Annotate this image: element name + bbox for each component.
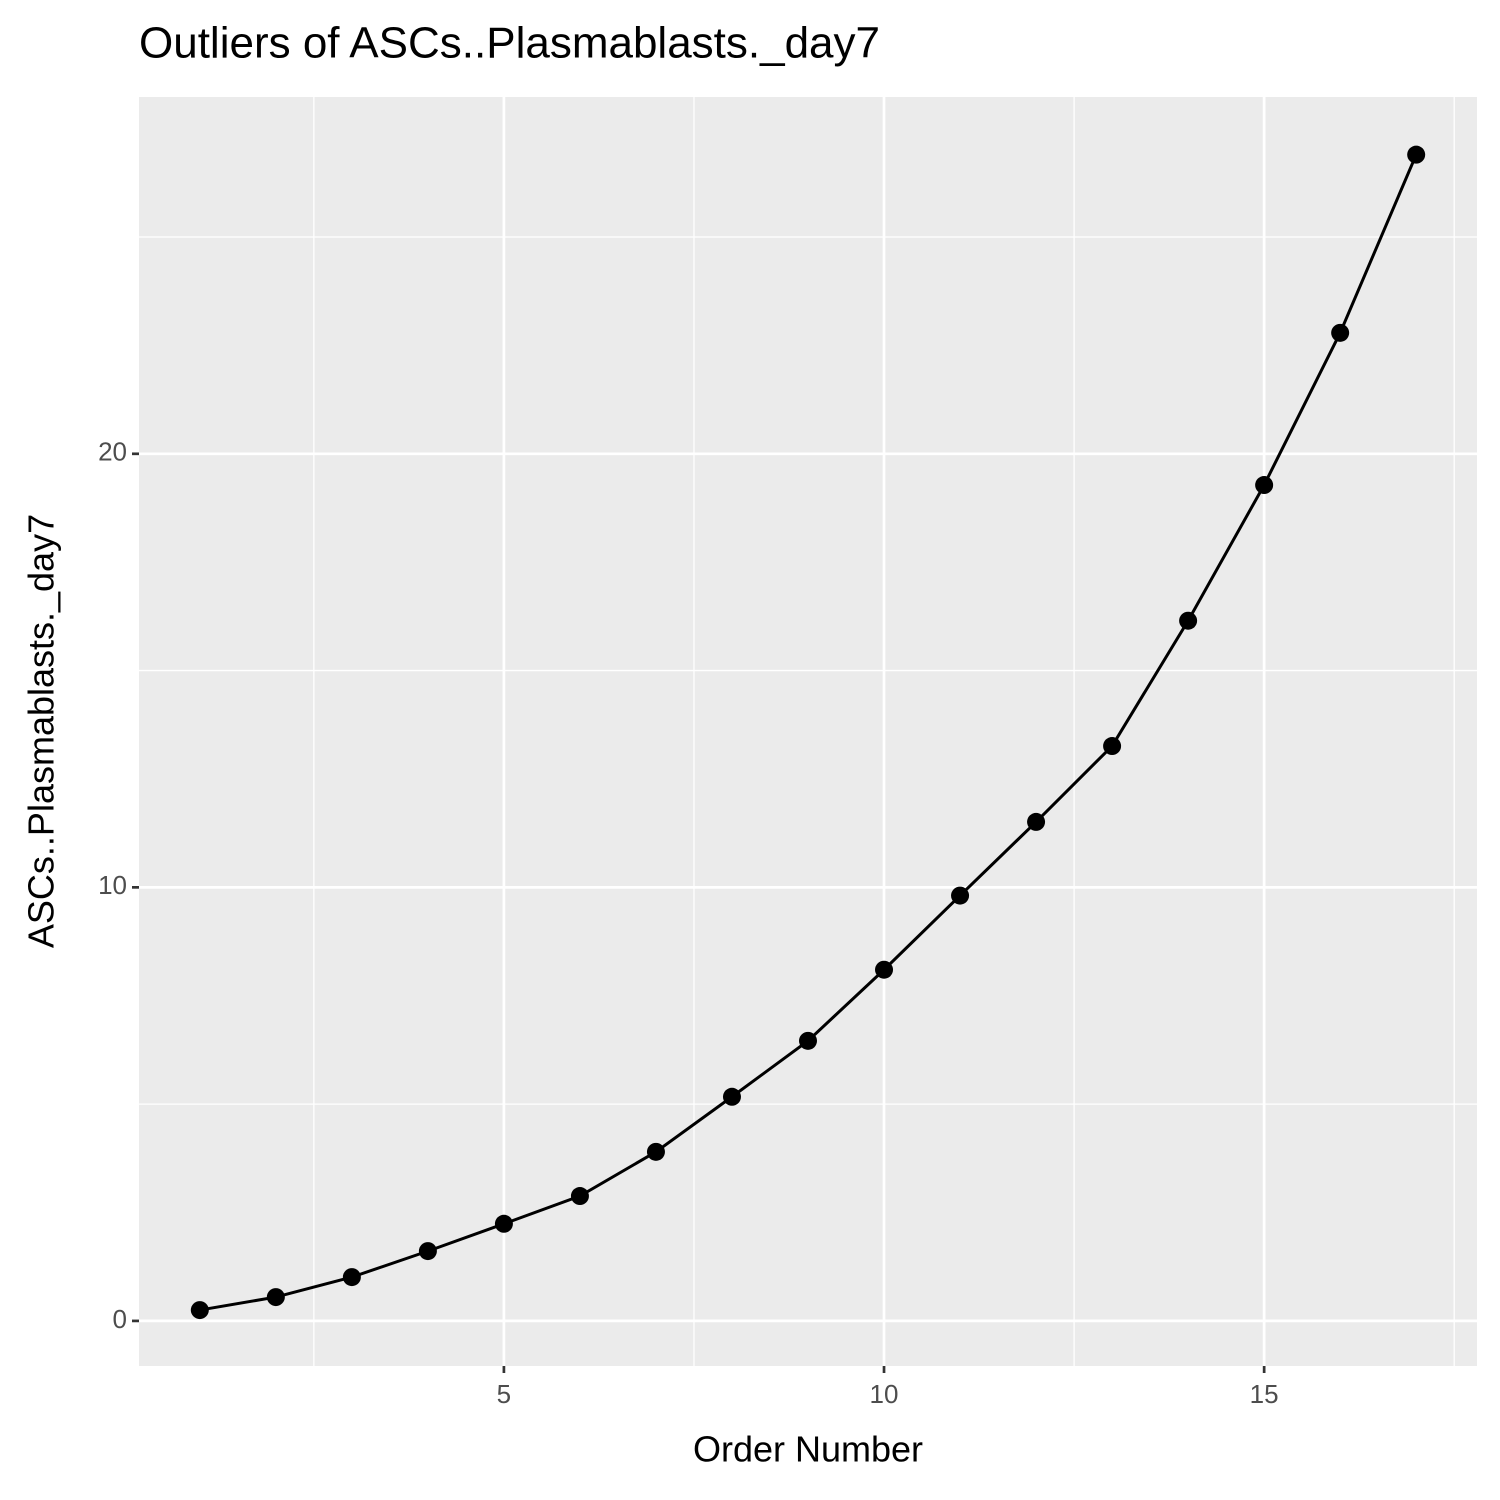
x-axis-label: Order Number <box>693 1429 923 1470</box>
point <box>646 1142 665 1161</box>
panel <box>139 97 1477 1366</box>
x-tick-label: 5 <box>497 1379 511 1409</box>
point <box>342 1268 361 1287</box>
x-tick-label: 15 <box>1250 1379 1279 1409</box>
x-tick-label: 10 <box>870 1379 899 1409</box>
point <box>494 1214 513 1233</box>
point <box>1179 611 1198 630</box>
point <box>1027 812 1046 831</box>
y-tick-label: 0 <box>113 1304 127 1334</box>
point <box>190 1301 209 1320</box>
y-tick-label: 10 <box>98 870 127 900</box>
point <box>799 1031 817 1050</box>
y-tick-label: 20 <box>98 437 127 467</box>
y-axis-label: ASCs..Plasmablasts._day7 <box>21 514 62 948</box>
point <box>1331 323 1350 342</box>
point <box>1255 476 1274 495</box>
point <box>570 1187 589 1206</box>
point <box>875 960 894 979</box>
point <box>951 886 970 905</box>
point <box>722 1087 741 1106</box>
point <box>266 1288 285 1307</box>
point <box>418 1242 437 1261</box>
point <box>1103 737 1122 756</box>
point <box>1407 145 1426 164</box>
chart-title: Outliers of ASCs..Plasmablasts._day7 <box>139 19 880 68</box>
